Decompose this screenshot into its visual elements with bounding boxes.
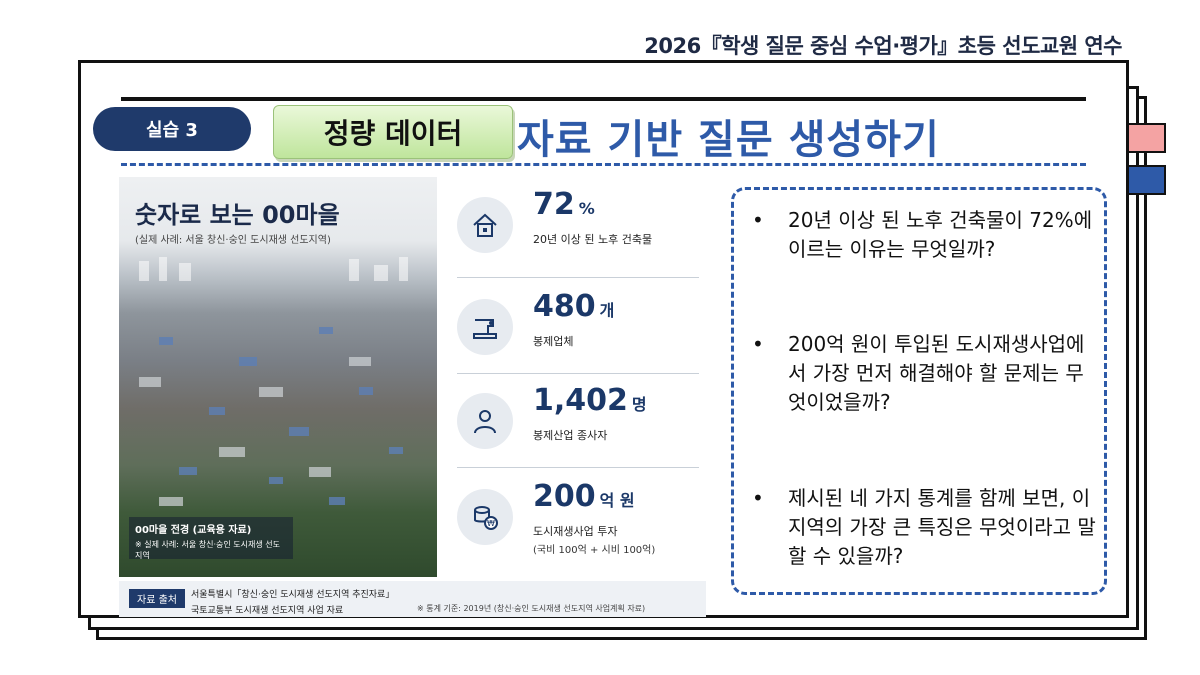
source-bar: 자료 출처 서울특별시「창신·숭인 도시재생 선도지역 추진자료」 국토교통부 …	[119, 581, 706, 617]
infographic: 숫자로 보는 00마을 (실제 사례: 서울 창신·숭인 도시재생 선도지역) …	[119, 177, 706, 617]
bullet: •	[752, 208, 764, 232]
source-line: 국토교통부 도시재생 선도지역 사업 자료	[191, 606, 344, 616]
side-tab-blue	[1124, 165, 1166, 195]
stat-label: 봉제업체	[533, 335, 574, 348]
slide-card: 실습 3 정량 데이터 자료 기반 질문 생성하기	[78, 60, 1129, 618]
stat-divider	[457, 373, 699, 374]
slide-title: 자료 기반 질문 생성하기	[517, 117, 940, 163]
caption-subtext: ※ 실제 사례: 서울 창신·숭인 도시재생 선도지역	[135, 540, 280, 560]
infographic-title: 숫자로 보는 00마을	[135, 201, 340, 229]
stat-value: 72%	[533, 187, 595, 222]
stat-divider	[457, 277, 699, 278]
title-dashed-underline	[121, 163, 1086, 166]
stat-value: 1,402 명	[533, 383, 647, 418]
question-text: 20년 이상 된 노후 건축물이 72%에 이르는 이유는 무엇일까?	[788, 208, 1093, 261]
question-text: 200억 원이 투입된 도시재생사업에서 가장 먼저 해결해야 할 문제는 무엇…	[788, 332, 1085, 414]
exercise-pill: 실습 3	[93, 107, 251, 151]
stat-investment: ₩ 200 억 원 도시재생사업 투자 (국비 100억 + 시비 100억)	[457, 475, 699, 565]
side-tab-pink	[1124, 123, 1166, 153]
header-title: 2026『학생 질문 중심 수업·평가』초등 선도교원 연수	[644, 34, 1122, 58]
sewing-machine-icon	[457, 299, 513, 355]
questions-box: • 20년 이상 된 노후 건축물이 72%에 이르는 이유는 무엇일까? • …	[731, 187, 1107, 595]
svg-text:₩: ₩	[487, 519, 495, 528]
question-text: 제시된 네 가지 통계를 함께 보면, 이 지역의 가장 큰 특징은 무엇이라고…	[788, 486, 1096, 568]
bullet: •	[752, 486, 764, 510]
source-line: 서울특별시「창신·숭인 도시재생 선도지역 추진자료」	[191, 590, 395, 600]
coins-icon: ₩	[457, 489, 513, 545]
stat-workers: 1,402 명 봉제산업 종사자	[457, 379, 699, 469]
village-aerial-photo: 숫자로 보는 00마을 (실제 사례: 서울 창신·숭인 도시재생 선도지역) …	[119, 177, 437, 577]
worker-icon	[457, 393, 513, 449]
rooftops-illustration	[139, 257, 408, 506]
stat-sewing-businesses: 480 개 봉제업체	[457, 285, 699, 375]
bullet: •	[752, 332, 764, 356]
stat-value: 480 개	[533, 289, 615, 324]
stat-divider	[457, 467, 699, 468]
stat-value: 200 억 원	[533, 479, 635, 514]
stat-label: 도시재생사업 투자	[533, 525, 618, 538]
stat-label: 20년 이상 된 노후 건축물	[533, 233, 653, 246]
stat-old-buildings: 72% 20년 이상 된 노후 건축물	[457, 183, 699, 273]
top-divider	[121, 97, 1086, 101]
source-tag: 자료 출처	[129, 589, 185, 608]
data-type-chip: 정량 데이터	[273, 105, 513, 159]
stat-label: 봉제산업 종사자	[533, 429, 608, 442]
caption-title: 00마을 전경 (교육용 자료)	[135, 525, 252, 536]
house-icon	[457, 197, 513, 253]
source-note: ※ 통계 기준: 2019년 (창신·숭인 도시재생 선도지역 사업계획 자료)	[417, 604, 646, 613]
infographic-subtitle: (실제 사례: 서울 창신·숭인 도시재생 선도지역)	[135, 235, 331, 246]
stat-sublabel: (국비 100억 + 시비 100억)	[533, 545, 656, 556]
photo-caption: 00마을 전경 (교육용 자료) ※ 실제 사례: 서울 창신·숭인 도시재생 …	[129, 517, 293, 560]
